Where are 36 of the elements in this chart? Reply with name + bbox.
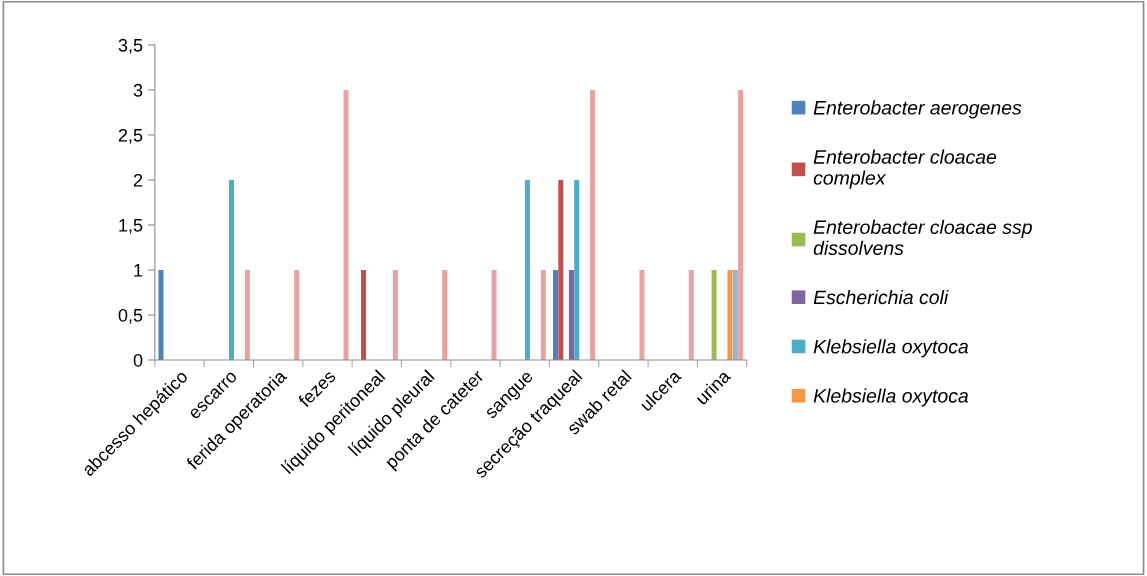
bar [738,89,744,360]
bar [158,269,164,360]
bar [361,269,367,360]
bar [244,269,250,360]
bar [590,89,596,360]
bar [343,89,349,360]
y-tick-label: 3,5 [118,38,143,54]
bar [392,269,398,360]
y-tick-label: 1 [134,264,143,277]
bar [711,269,717,360]
bar [568,269,574,360]
bar [639,269,645,360]
bar [491,269,497,360]
legend-label: Klebsiella oxytoca [813,339,969,358]
bar [574,179,580,360]
y-tick-label: 0 [133,353,143,367]
y-tick-label: 1,5 [119,219,143,234]
bar [558,179,564,360]
legend-label: Enterobacter cloacae complex [813,149,997,189]
bar [294,269,300,360]
bar [228,179,234,360]
legend-label: Enterobacter cloacae ssp dissolvens [813,219,1032,255]
y-tick-label: 2,5 [118,128,143,144]
bar [688,269,694,360]
y-tick-label: 2 [133,173,143,187]
bar [727,269,733,360]
bar [540,269,546,360]
legend-label: Enterobacter aerogenes [813,100,1022,119]
bar [732,269,738,360]
y-tick-label: 3 [133,83,143,97]
bar [524,179,530,360]
y-tick-label: 0,5 [118,308,143,324]
legend-label: Escherichia coli [813,289,949,305]
bar [442,269,448,360]
legend-label: Klebsiella oxytoca [813,388,969,407]
bar [553,269,559,360]
